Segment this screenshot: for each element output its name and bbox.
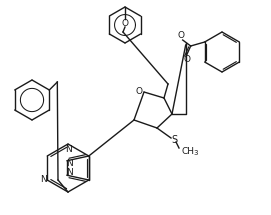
- Text: O: O: [177, 32, 184, 40]
- Text: N: N: [40, 175, 47, 184]
- Text: 3: 3: [193, 150, 198, 156]
- Text: S: S: [171, 135, 177, 145]
- Text: O: O: [183, 54, 190, 63]
- Text: O: O: [121, 20, 128, 29]
- Text: N: N: [66, 168, 73, 177]
- Text: O: O: [136, 86, 143, 95]
- Text: CH: CH: [181, 146, 194, 155]
- Text: N: N: [64, 144, 71, 154]
- Text: N: N: [66, 159, 73, 168]
